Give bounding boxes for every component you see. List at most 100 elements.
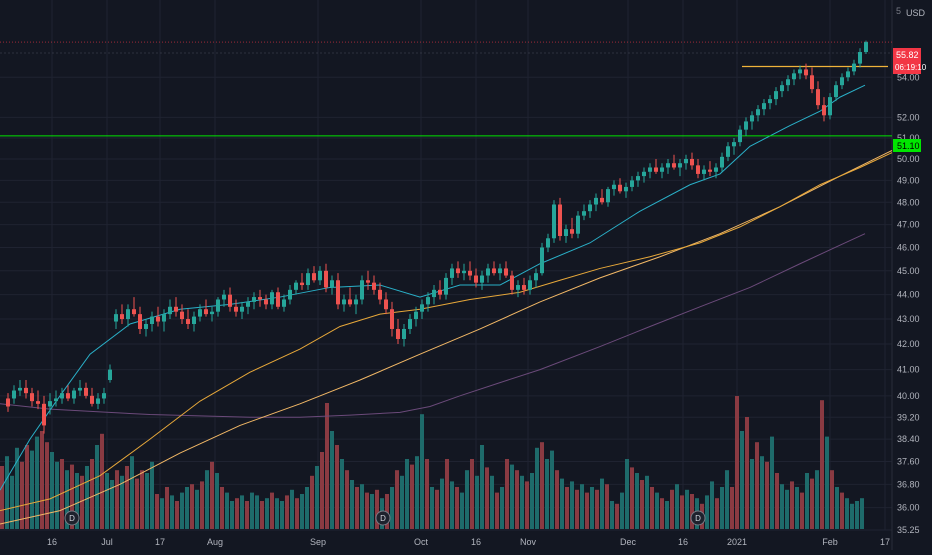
currency-label[interactable]: USD: [906, 8, 926, 18]
ma-medium-line: [0, 152, 893, 512]
candle-body: [366, 280, 370, 283]
price-axis[interactable]: 5 USD 54.00 52.00 51.00 50.00 49.00 48.00 47.0…: [896, 6, 926, 535]
volume-bar: [450, 481, 454, 529]
volume-bar: [650, 487, 654, 529]
volume-bar: [440, 478, 444, 529]
volume-bar: [455, 487, 459, 529]
candle-body: [300, 282, 304, 286]
time-tick-label: Aug: [207, 537, 223, 547]
dividend-marker-circle[interactable]: [375, 510, 391, 526]
volume-bar: [390, 487, 394, 529]
candle-body: [222, 294, 226, 300]
volume-bar: [720, 487, 724, 529]
volume-bar: [60, 459, 64, 529]
volume-bar: [850, 503, 854, 529]
dividend-marker-circle[interactable]: [690, 510, 706, 526]
candle-body: [546, 238, 550, 248]
time-tick-label: 16: [47, 537, 57, 547]
time-tick-label: Oct: [414, 537, 429, 547]
volume-bar: [500, 487, 504, 529]
price-tick-label: 36.80: [897, 479, 920, 489]
volume-bar: [345, 470, 349, 529]
volume-bar: [580, 484, 584, 529]
candle-body: [792, 73, 796, 80]
price-tick-label: 47.00: [897, 220, 920, 230]
dividend-marker-label: D: [380, 514, 386, 523]
level-badge-value: 51.10: [897, 141, 920, 151]
volume-bar: [240, 495, 244, 529]
candle-body: [654, 167, 658, 172]
top-axis-fragment: 5: [896, 6, 901, 16]
volume-bar: [840, 492, 844, 529]
candle-body: [672, 163, 676, 168]
candle-body: [258, 297, 262, 300]
volume-bar: [315, 466, 319, 529]
volume-bar: [705, 495, 709, 529]
volume-bar: [200, 481, 204, 529]
candle-body: [24, 387, 28, 394]
candle-body: [630, 180, 634, 187]
volume-bar: [715, 498, 719, 529]
candle-body: [552, 204, 556, 239]
candle-body: [240, 306, 244, 312]
volume-bar: [385, 494, 389, 529]
volume-bar: [640, 480, 644, 529]
candle-body: [84, 387, 88, 396]
time-tick-label: 16: [471, 537, 481, 547]
candle-body: [228, 294, 232, 307]
candle-body: [48, 401, 52, 407]
volume-bar: [810, 478, 814, 529]
volume-bar: [290, 489, 294, 529]
volume-bar: [415, 456, 419, 529]
price-tick-label: 49.00: [897, 175, 920, 185]
candle-body: [282, 299, 286, 307]
volume-bar: [625, 459, 629, 529]
volume-bar: [530, 473, 534, 529]
price-tick-label: 38.40: [897, 434, 920, 444]
volume-bar: [475, 475, 479, 529]
candle-body: [108, 369, 112, 381]
time-axis[interactable]: 16 Jul 17 Aug Sep Oct 16 Nov Dec 16 2021 Feb 17: [47, 537, 890, 547]
volume-bar: [805, 473, 809, 529]
dividend-marker-circle[interactable]: [64, 510, 80, 526]
volume-bar: [95, 445, 99, 529]
candle-body: [42, 403, 46, 426]
candle-body: [72, 390, 76, 399]
volume-bar: [480, 445, 484, 529]
time-tick-label: 17: [155, 537, 165, 547]
volume-bar: [800, 492, 804, 529]
volume-bar: [160, 498, 164, 529]
volume-bar: [835, 487, 839, 529]
candle-body: [360, 280, 364, 300]
candle-body: [144, 324, 148, 329]
time-tick-label: Sep: [310, 537, 326, 547]
volume-bar: [310, 475, 314, 529]
dividend-marker-label: D: [695, 514, 701, 523]
candle-body: [636, 176, 640, 181]
candle-body: [678, 163, 682, 168]
volume-bar: [75, 473, 79, 529]
candle-body: [18, 387, 22, 391]
volume-bar: [855, 501, 859, 529]
candle-body: [324, 270, 328, 288]
volume-bar: [735, 396, 739, 529]
volume-bar: [820, 400, 824, 529]
volume-bar: [400, 475, 404, 529]
volume-bar: [265, 498, 269, 529]
volume-bar: [485, 467, 489, 529]
volume-bar: [120, 475, 124, 529]
volume-bar: [295, 498, 299, 529]
volume-bar: [325, 403, 329, 529]
candle-body: [504, 268, 508, 276]
candle-body: [570, 229, 574, 234]
price-tick-label: 51.00: [897, 133, 920, 143]
candle-body: [804, 69, 808, 76]
volume-bar: [375, 489, 379, 529]
volume-bar: [460, 492, 464, 529]
candle-body: [216, 299, 220, 312]
candle-body: [492, 268, 496, 274]
volume-bar: [210, 461, 214, 529]
candles: [6, 40, 868, 434]
